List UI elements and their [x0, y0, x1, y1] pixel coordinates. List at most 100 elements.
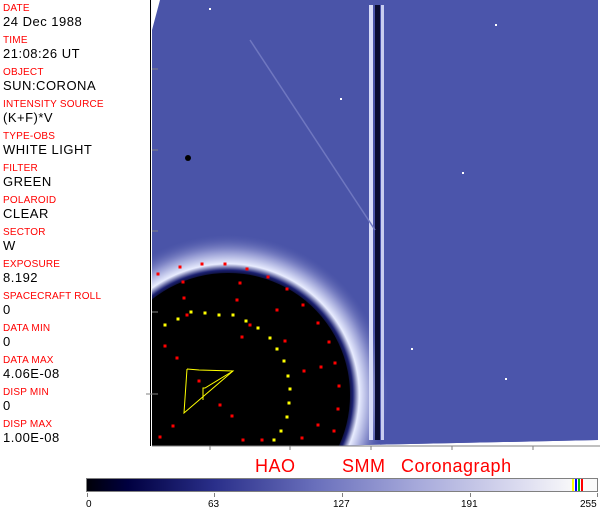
- field-value: CLEAR: [3, 206, 49, 221]
- red-marker: [275, 308, 279, 312]
- field-value: (K+F)*V: [3, 110, 54, 125]
- streamer-line: [249, 39, 376, 231]
- yellow-marker: [275, 347, 279, 351]
- red-marker: [337, 384, 341, 388]
- red-marker: [182, 296, 186, 300]
- red-marker: [301, 303, 305, 307]
- yellow-marker: [231, 313, 235, 317]
- star: [505, 378, 507, 380]
- red-marker: [238, 281, 242, 285]
- yellow-marker: [272, 438, 276, 442]
- red-marker: [285, 287, 289, 291]
- field-value: 0: [3, 334, 11, 349]
- red-marker: [235, 298, 239, 302]
- red-marker: [175, 356, 179, 360]
- field-label: OBJECT: [3, 67, 44, 78]
- yellow-marker: [256, 326, 260, 330]
- red-marker: [302, 369, 306, 373]
- occulter-corner: [152, 380, 230, 446]
- star-dark: [185, 155, 191, 161]
- coronagraph-image: [146, 0, 600, 450]
- colorbar-tick: [342, 493, 343, 497]
- field-value: WHITE LIGHT: [3, 142, 93, 157]
- star: [495, 24, 497, 26]
- colorbar-swatch-yellow: [572, 479, 574, 491]
- yellow-marker: [286, 374, 290, 378]
- yellow-marker: [217, 313, 221, 317]
- red-marker: [266, 275, 270, 279]
- red-marker: [158, 435, 162, 439]
- red-marker: [316, 423, 320, 427]
- colorbar-tick: [597, 493, 598, 497]
- yellow-marker: [176, 317, 180, 321]
- field-label: INTENSITY SOURCE: [3, 99, 104, 110]
- red-marker: [316, 321, 320, 325]
- red-marker: [327, 340, 331, 344]
- star: [411, 348, 413, 350]
- red-marker: [218, 403, 222, 407]
- yellow-marker: [279, 429, 283, 433]
- yellow-marker: [282, 359, 286, 363]
- red-marker: [178, 265, 182, 269]
- red-marker: [300, 436, 304, 440]
- field-value: SUN:CORONA: [3, 78, 97, 93]
- colorbar: [86, 478, 598, 492]
- colorbar-swatch-red: [581, 479, 583, 491]
- red-marker: [223, 262, 227, 266]
- colorbar-tick: [87, 493, 88, 497]
- field-label: TIME: [3, 35, 28, 46]
- pylon-dark: [375, 5, 380, 440]
- colorbar-label: 0: [86, 499, 92, 510]
- field-value: 0: [3, 398, 11, 413]
- field-value: 1.00E-08: [3, 430, 60, 445]
- star: [209, 8, 211, 10]
- yellow-marker: [203, 311, 207, 315]
- field-value: 0: [3, 302, 11, 317]
- red-marker: [156, 272, 160, 276]
- colorbar-swatch-green: [578, 479, 580, 491]
- yellow-marker: [287, 401, 291, 405]
- red-marker: [260, 438, 264, 442]
- yellow-inner-line: [202, 370, 234, 400]
- yellow-marker: [163, 323, 167, 327]
- red-marker: [185, 313, 189, 317]
- field-value: 21:08:26 UT: [3, 46, 81, 61]
- field-label: DATA MIN: [3, 323, 51, 334]
- field-value: W: [3, 238, 16, 253]
- field-label: DISP MIN: [3, 387, 49, 398]
- field-label: TYPE-OBS: [3, 131, 56, 142]
- field-value: 8.192: [3, 270, 39, 285]
- field-label: DATA MAX: [3, 355, 54, 366]
- star: [340, 98, 342, 100]
- field-value: 24 Dec 1988: [3, 14, 83, 29]
- field-label: SECTOR: [3, 227, 46, 238]
- field-value: 4.06E-08: [3, 366, 60, 381]
- red-marker: [181, 280, 185, 284]
- red-marker: [197, 379, 201, 383]
- yellow-marker: [244, 319, 248, 323]
- yellow-marker: [288, 387, 292, 391]
- metadata-panel: DATE 24 Dec 1988 TIME 21:08:26 UT OBJECT SUN:…: [0, 0, 151, 446]
- field-label: DATE: [3, 3, 30, 14]
- field-label: POLAROID: [3, 195, 57, 206]
- colorbar-label: 127: [333, 499, 350, 510]
- colorbar-tick: [214, 493, 215, 497]
- red-marker: [230, 414, 234, 418]
- red-marker: [332, 429, 336, 433]
- field-value: GREEN: [3, 174, 52, 189]
- yellow-marker: [285, 415, 289, 419]
- pylon-edge: [381, 5, 384, 440]
- colorbar-label: 191: [461, 499, 478, 510]
- red-marker: [163, 344, 167, 348]
- colorbar-tick: [470, 493, 471, 497]
- field-label: FILTER: [3, 163, 38, 174]
- red-marker: [319, 365, 323, 369]
- field-label: SPACECRAFT ROLL: [3, 291, 102, 302]
- field-label: DISP MAX: [3, 419, 53, 430]
- red-marker: [248, 323, 252, 327]
- yellow-marker: [189, 310, 193, 314]
- red-marker: [283, 339, 287, 343]
- red-marker: [333, 361, 337, 365]
- instrument-title: HAO SMM Coronagraph: [255, 456, 512, 476]
- yellow-marker: [268, 336, 272, 340]
